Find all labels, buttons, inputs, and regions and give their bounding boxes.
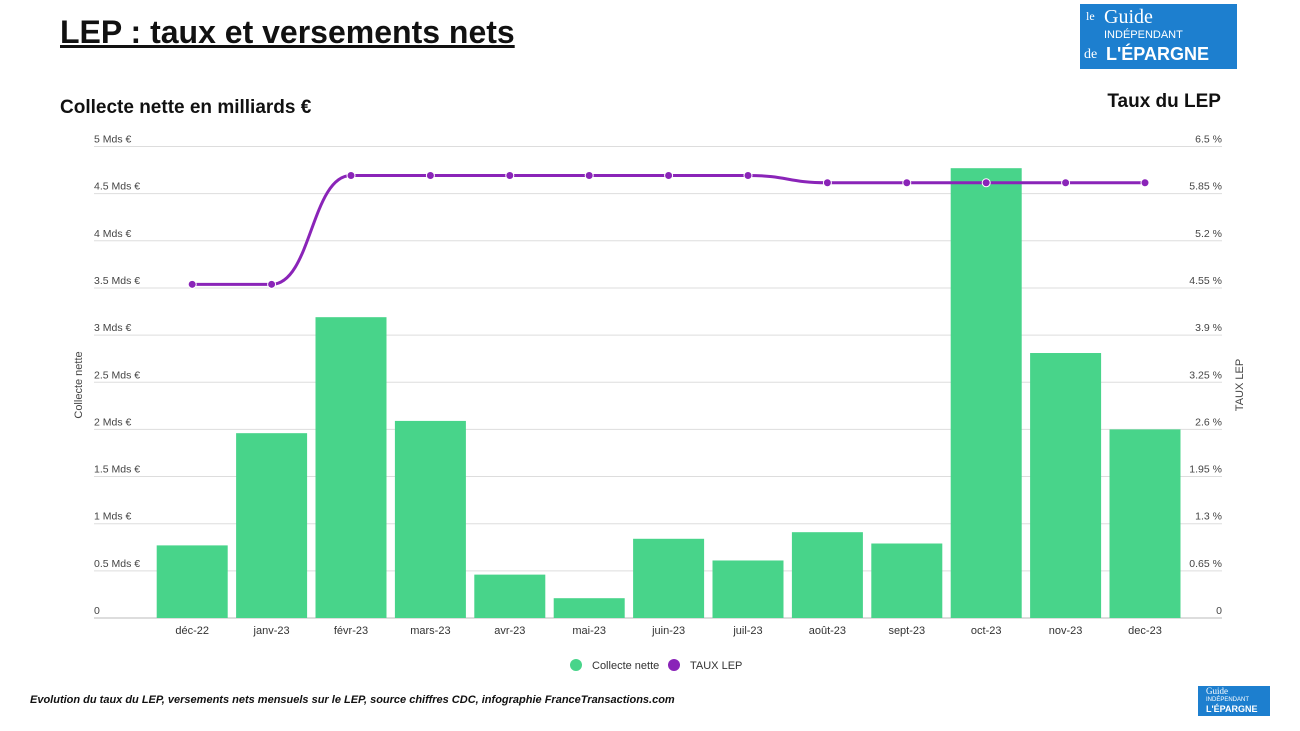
x-tick-label: févr-23	[334, 625, 368, 637]
y-tick-label: 2.5 Mds €	[94, 369, 140, 381]
chart: 0 0 0.5 Mds € 0.65 % 1 Mds € 1.3 % 1.5 Mds € 1.…	[73, 134, 1246, 673]
bar	[791, 532, 863, 618]
y2-tick-label: 5.2 %	[1195, 228, 1222, 240]
x-tick-label: août-23	[809, 625, 846, 637]
x-tick-label: sept-23	[888, 625, 925, 637]
y2-tick-label: 5.85 %	[1189, 181, 1222, 193]
y2-tick-label: 2.6 %	[1195, 416, 1222, 428]
x-tick-label: mars-23	[410, 625, 450, 637]
y-tick-label: 0.5 Mds €	[94, 558, 140, 570]
left-axis-heading: Collecte nette en milliards €	[60, 97, 312, 118]
rate-point	[822, 178, 832, 188]
rate-point	[346, 171, 356, 181]
rate-point	[743, 171, 753, 181]
legend-marker-bar	[570, 659, 582, 671]
rate-point	[584, 171, 594, 181]
y-tick-label: 4.5 Mds €	[94, 181, 140, 193]
bar	[712, 560, 784, 618]
y2-tick-label: 3.25 %	[1189, 369, 1222, 381]
x-tick-label: mai-23	[572, 625, 606, 637]
bar	[394, 420, 466, 618]
legend-label-bar: Collecte nette	[592, 660, 659, 672]
x-tick-label: juil-23	[732, 625, 762, 637]
caption: Evolution du taux du LEP, versements net…	[30, 694, 675, 706]
y2-tick-label: 1.3 %	[1195, 511, 1222, 523]
bar	[474, 574, 546, 618]
y-tick-label: 5 Mds €	[94, 134, 132, 146]
page-title: LEP : taux et versements nets	[60, 14, 515, 50]
bar	[156, 545, 228, 618]
x-tick-label: nov-23	[1049, 625, 1083, 637]
bar	[315, 317, 387, 618]
x-tick-label: oct-23	[971, 625, 1002, 637]
rate-point	[902, 178, 912, 188]
x-tick-label: déc-22	[175, 625, 209, 637]
rate-point	[981, 178, 991, 188]
y-tick-label: 3 Mds €	[94, 322, 132, 334]
y-tick-label: 1 Mds €	[94, 511, 132, 523]
bar	[633, 538, 705, 618]
rate-point	[267, 279, 277, 289]
rate-point	[425, 171, 435, 181]
y-tick-label: 0	[94, 605, 100, 617]
y-tick-label: 2 Mds €	[94, 416, 132, 428]
y-tick-label: 1.5 Mds €	[94, 464, 140, 476]
logo-bottom: Guide INDÉPENDANT L'ÉPARGNE	[1198, 686, 1270, 716]
x-tick-label: janv-23	[253, 625, 290, 637]
bar	[871, 543, 943, 618]
y-axis-title: Collecte nette	[73, 351, 85, 418]
rate-point	[1061, 178, 1071, 188]
y2-tick-label: 0.65 %	[1189, 558, 1222, 570]
x-tick-label: dec-23	[1128, 625, 1162, 637]
y2-tick-label: 4.55 %	[1189, 275, 1222, 287]
y-tick-label: 4 Mds €	[94, 228, 132, 240]
rate-point	[187, 279, 197, 289]
bar	[950, 168, 1022, 618]
rate-point	[664, 171, 674, 181]
y2-axis-title: TAUX LEP	[1234, 359, 1246, 411]
logo-top: le Guide INDÉPENDANT de L'ÉPARGNE	[1080, 4, 1237, 69]
y-tick-label: 3.5 Mds €	[94, 275, 140, 287]
x-tick-label: juin-23	[651, 625, 685, 637]
bar	[236, 433, 308, 618]
rate-point	[505, 171, 515, 181]
rate-point	[1140, 178, 1150, 188]
bar	[553, 598, 625, 618]
y2-tick-label: 3.9 %	[1195, 322, 1222, 334]
legend-marker-line	[668, 659, 680, 671]
y2-tick-label: 1.95 %	[1189, 464, 1222, 476]
y2-tick-label: 6.5 %	[1195, 134, 1222, 146]
right-axis-heading: Taux du LEP	[1107, 91, 1221, 112]
bar	[1030, 353, 1102, 618]
y2-tick-label: 0	[1216, 605, 1222, 617]
legend: Collecte nette TAUX LEP	[570, 659, 742, 672]
x-tick-label: avr-23	[494, 625, 525, 637]
bar	[1109, 429, 1181, 618]
legend-label-line: TAUX LEP	[690, 660, 742, 672]
